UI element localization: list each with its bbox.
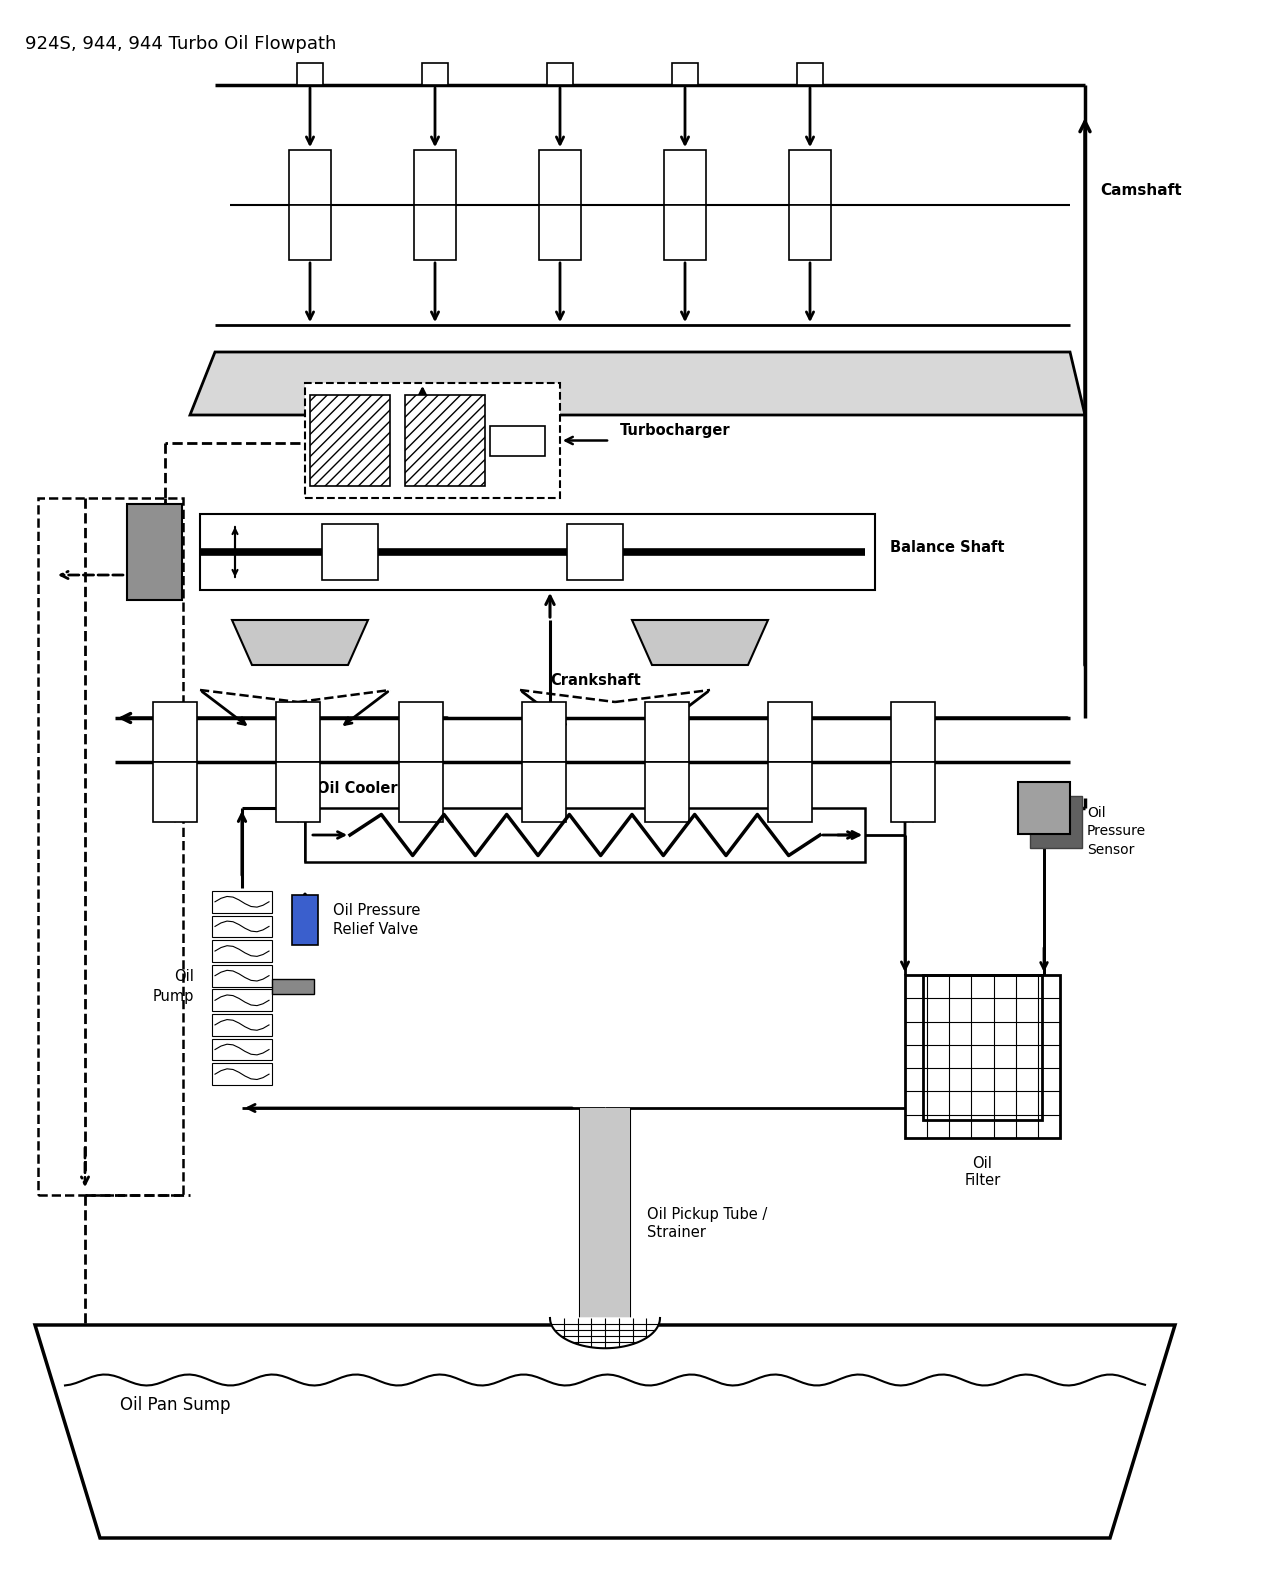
Bar xyxy=(305,382,560,498)
Bar xyxy=(768,702,812,762)
Bar xyxy=(789,150,831,205)
Bar xyxy=(664,205,706,261)
Bar xyxy=(200,514,875,589)
Bar xyxy=(538,205,582,261)
Text: Balance Shaft: Balance Shaft xyxy=(889,539,1005,555)
Bar xyxy=(272,978,314,994)
Bar xyxy=(276,702,321,762)
Text: Oil Pickup Tube /
Strainer: Oil Pickup Tube / Strainer xyxy=(647,1207,768,1240)
Bar xyxy=(568,525,623,580)
Bar xyxy=(547,63,573,85)
Text: Camshaft: Camshaft xyxy=(1100,183,1182,198)
Bar xyxy=(212,1038,272,1060)
Text: Crankshaft: Crankshaft xyxy=(550,673,641,687)
Bar xyxy=(127,504,182,600)
Bar xyxy=(212,989,272,1011)
Bar xyxy=(414,205,456,261)
Bar xyxy=(645,702,689,762)
Bar xyxy=(38,498,182,1194)
Bar xyxy=(490,425,545,455)
Bar xyxy=(891,762,935,822)
Text: Oil
Pump: Oil Pump xyxy=(152,969,194,1003)
Bar xyxy=(414,150,456,205)
Bar xyxy=(522,702,566,762)
Bar xyxy=(797,63,824,85)
Polygon shape xyxy=(550,1318,660,1348)
Text: Oil
Pressure
Sensor: Oil Pressure Sensor xyxy=(1087,806,1147,856)
Bar xyxy=(538,150,582,205)
Bar xyxy=(891,702,935,762)
Polygon shape xyxy=(632,619,768,665)
Bar xyxy=(305,807,865,863)
Bar xyxy=(212,891,272,913)
Bar xyxy=(212,1014,272,1036)
Bar xyxy=(322,525,378,580)
Bar xyxy=(153,702,196,762)
Bar xyxy=(289,150,331,205)
Bar xyxy=(296,63,323,85)
Bar xyxy=(310,395,390,487)
Bar xyxy=(672,63,698,85)
Bar xyxy=(399,702,443,762)
Bar xyxy=(664,150,706,205)
Bar xyxy=(212,940,272,962)
Text: 924S, 944, 944 Turbo Oil Flowpath: 924S, 944, 944 Turbo Oil Flowpath xyxy=(25,35,336,54)
Bar xyxy=(289,205,331,261)
Bar xyxy=(922,975,1041,1120)
Text: Oil Cooler: Oil Cooler xyxy=(317,781,398,796)
Bar xyxy=(153,762,196,822)
Bar xyxy=(212,1063,272,1085)
Text: Oil
Filter: Oil Filter xyxy=(964,1157,1001,1188)
Polygon shape xyxy=(232,619,367,665)
Text: Oil Pan Sump: Oil Pan Sump xyxy=(120,1397,231,1414)
Bar xyxy=(905,975,1060,1138)
Bar xyxy=(1017,782,1071,834)
Bar xyxy=(768,762,812,822)
Bar xyxy=(212,915,272,937)
Polygon shape xyxy=(35,1326,1175,1537)
Bar xyxy=(422,63,449,85)
Bar xyxy=(789,205,831,261)
Text: Turbocharger: Turbocharger xyxy=(620,423,731,438)
Polygon shape xyxy=(190,352,1085,416)
Bar xyxy=(405,395,485,487)
Bar xyxy=(291,894,318,945)
Bar xyxy=(645,762,689,822)
Bar xyxy=(1030,796,1082,848)
Bar xyxy=(399,762,443,822)
Bar xyxy=(580,1108,630,1318)
Bar xyxy=(212,965,272,986)
Bar xyxy=(276,762,321,822)
Text: Oil Pressure
Relief Valve: Oil Pressure Relief Valve xyxy=(333,902,421,937)
Bar xyxy=(522,762,566,822)
